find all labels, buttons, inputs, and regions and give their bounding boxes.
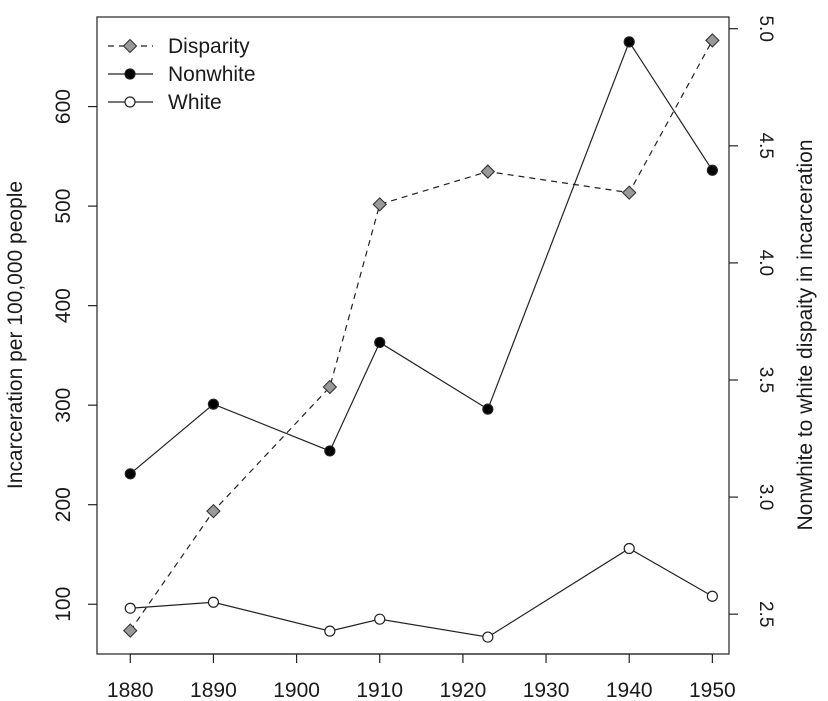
data-point	[705, 33, 720, 48]
y-left-tick-label: 200	[52, 487, 75, 522]
data-point	[482, 631, 494, 643]
y-right-tick-label: 2.5	[755, 601, 776, 627]
data-point	[207, 596, 220, 608]
legend-label: White	[168, 91, 222, 114]
data-point	[623, 36, 635, 48]
legend-marker	[122, 38, 138, 54]
data-point	[324, 445, 336, 457]
data-point	[372, 197, 388, 212]
data-point	[122, 623, 138, 638]
x-tick-label: 1940	[606, 679, 653, 701]
data-point	[206, 503, 221, 519]
data-point	[621, 185, 637, 200]
data-point	[207, 398, 220, 410]
legend-marker	[124, 68, 136, 80]
legend-label: Disparity	[168, 35, 250, 58]
legend-label: Nonwhite	[168, 63, 256, 86]
x-tick-label: 1950	[689, 679, 736, 701]
series-line	[130, 547, 713, 638]
y-left-axis-title: Incarceration per 100,000 people	[4, 181, 27, 489]
y-right-tick-label: 4.0	[755, 250, 776, 276]
data-point	[706, 590, 718, 602]
series-white	[124, 542, 718, 643]
x-tick-label: 1900	[273, 679, 320, 701]
y-right-tick-label: 4.5	[755, 133, 776, 159]
legend: Disparity Nonwhite White	[108, 35, 256, 114]
x-tick-label: 1910	[356, 679, 403, 701]
legend-item-nonwhite: Nonwhite	[108, 63, 256, 86]
data-point	[322, 379, 338, 395]
data-point	[623, 542, 635, 555]
data-point	[124, 468, 136, 480]
y-left-tick-label: 100	[52, 587, 75, 622]
data-point	[324, 625, 336, 637]
legend-item-white: White	[108, 91, 222, 114]
y-left-tick-label: 600	[52, 89, 75, 124]
series-disparity	[122, 33, 720, 638]
data-point	[374, 613, 386, 625]
data-point	[480, 164, 496, 179]
data-point	[374, 336, 386, 349]
y-right-tick-label: 3.0	[755, 484, 776, 510]
x-tick-label: 1930	[523, 679, 570, 701]
y-left-tick-label: 300	[52, 388, 75, 423]
x-tick-label: 1920	[440, 679, 487, 701]
series-line	[129, 40, 713, 631]
data-point	[124, 602, 136, 614]
y-right-tick-label: 3.5	[755, 367, 776, 393]
data-point	[706, 164, 718, 176]
legend-marker	[124, 96, 136, 108]
series-nonwhite	[124, 36, 718, 480]
y-right-axis-title: Nonwhite to white dispaity in incarcerat…	[794, 139, 817, 530]
y-left-tick-label: 400	[52, 288, 75, 323]
y-right-tick-label: 5.0	[755, 15, 776, 41]
x-tick-label: 1890	[190, 679, 237, 701]
legend-item-disparity: Disparity	[108, 35, 250, 58]
data-point	[482, 403, 494, 415]
x-tick-label: 1880	[107, 679, 154, 701]
y-left-tick-label: 500	[52, 189, 75, 224]
